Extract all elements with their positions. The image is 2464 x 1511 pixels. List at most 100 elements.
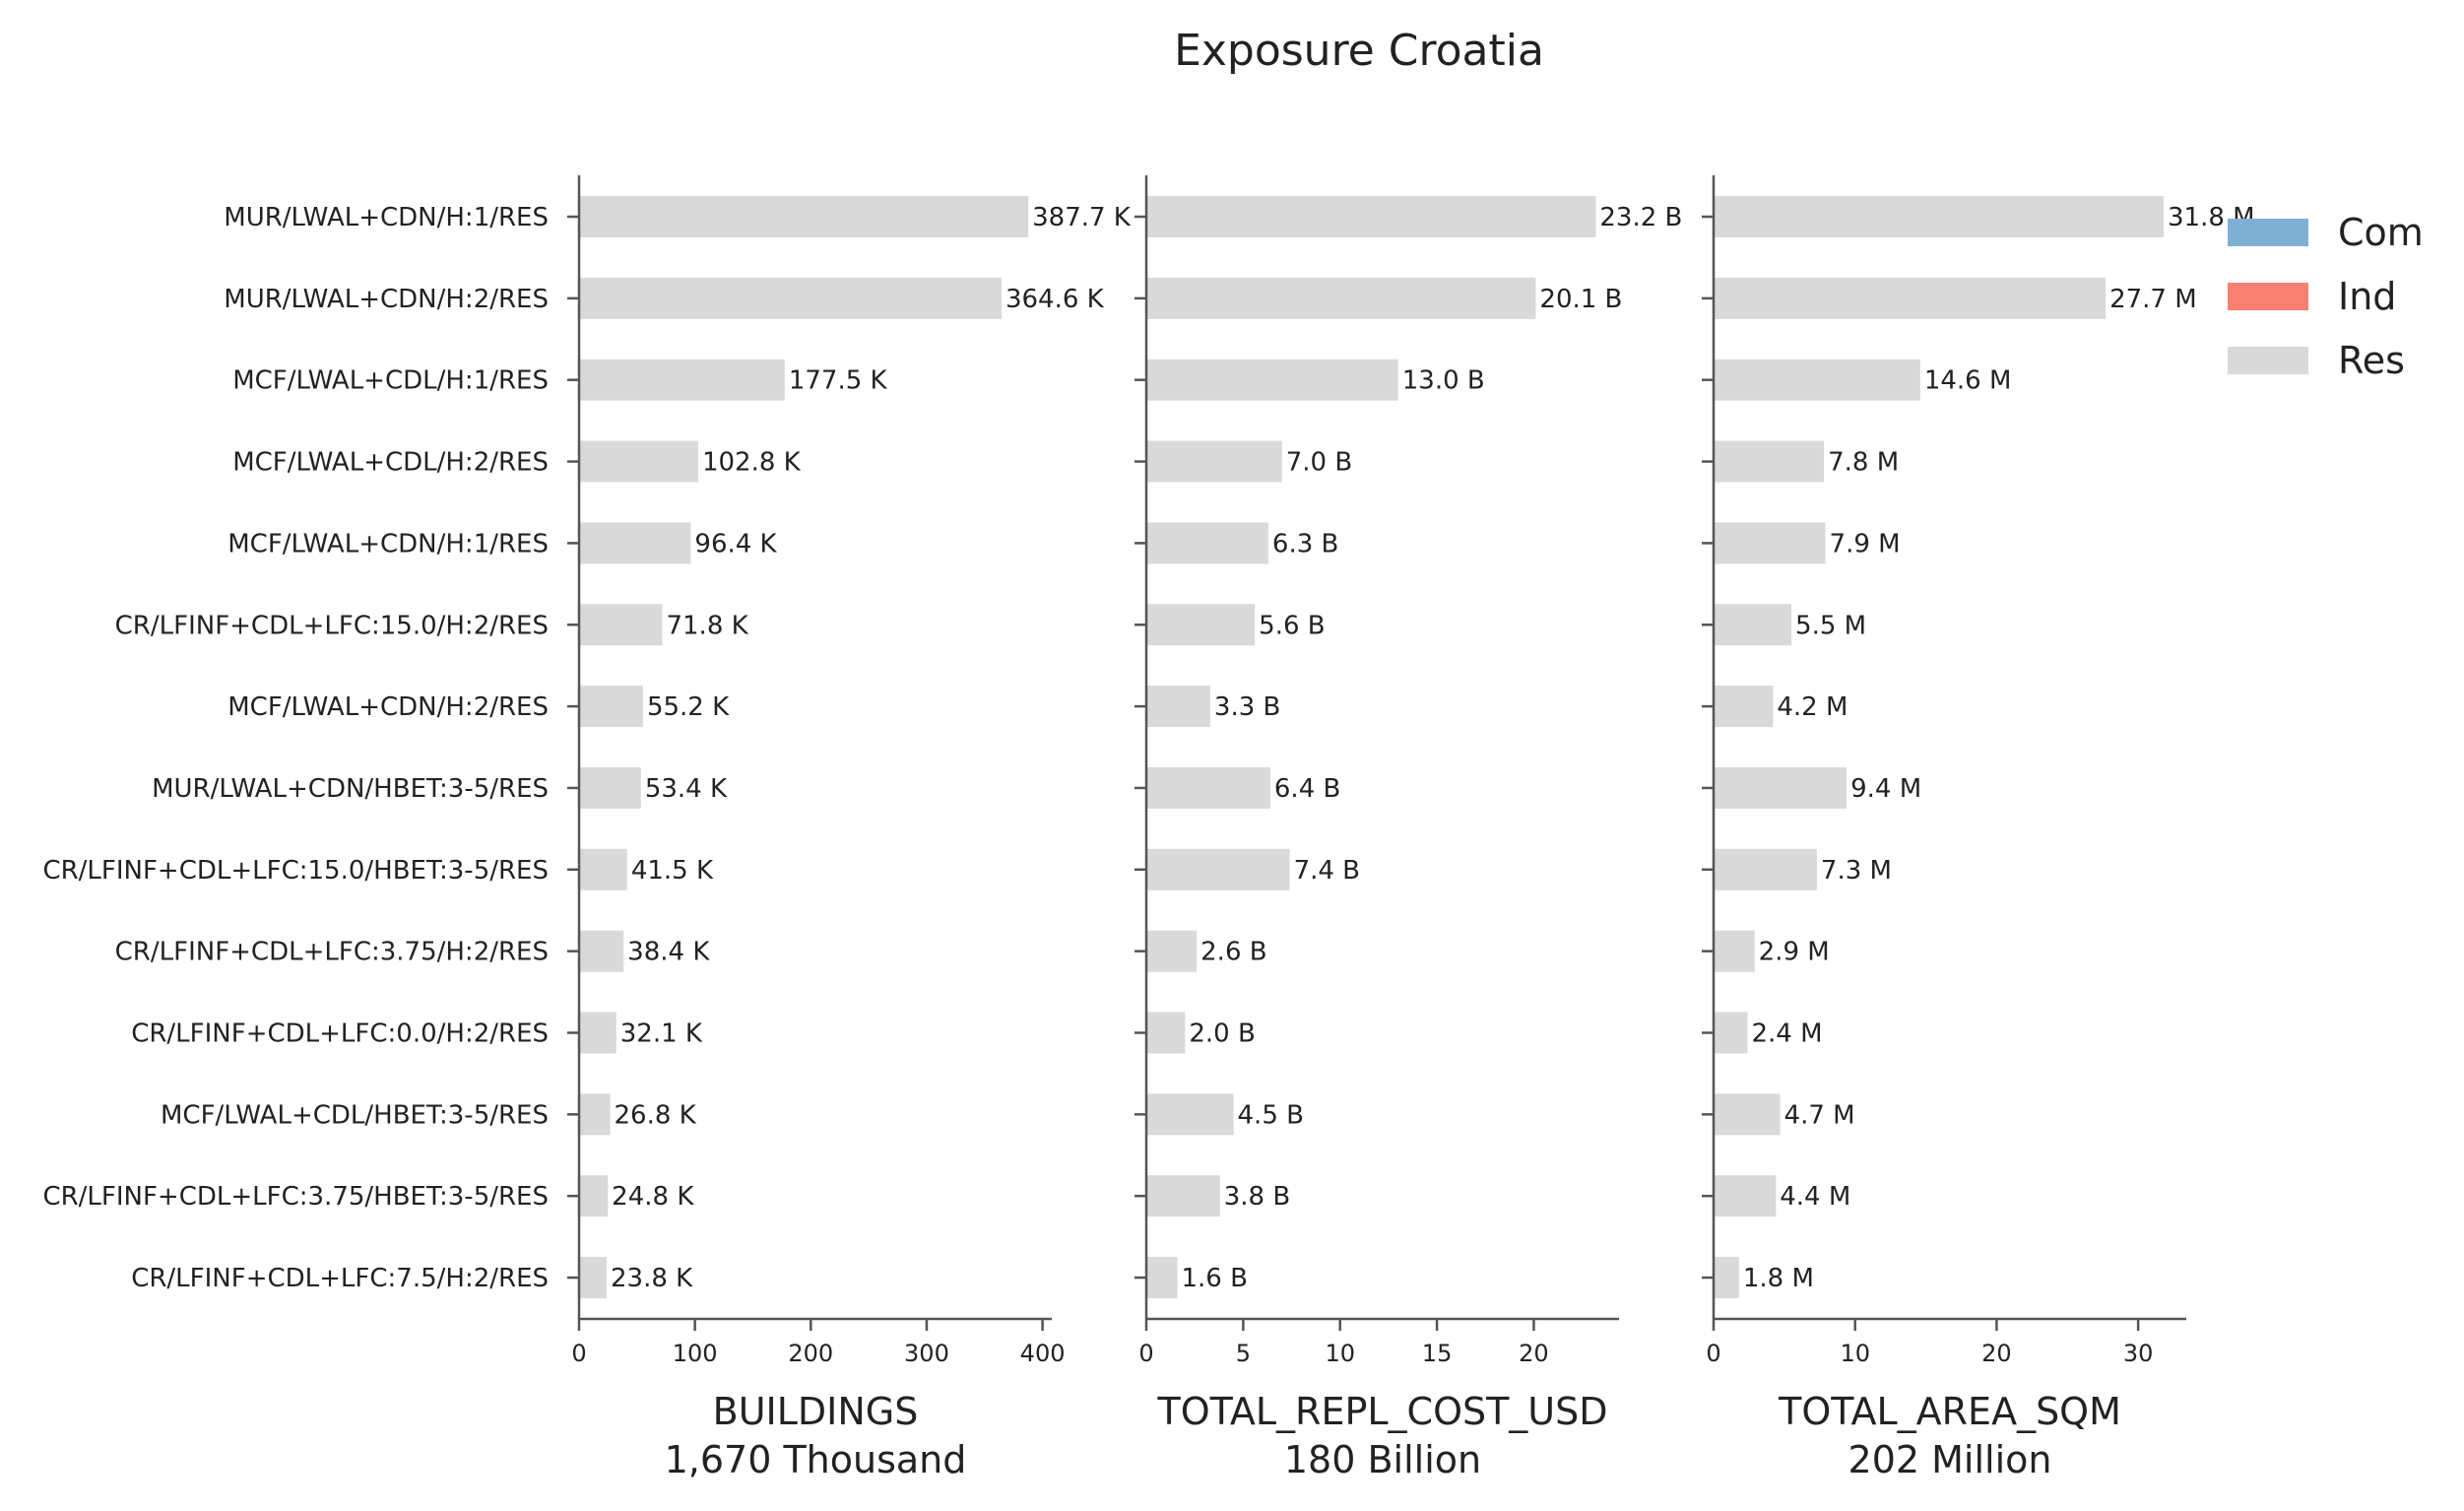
bar — [1146, 1257, 1178, 1299]
x-tick-label: 20 — [1519, 1340, 1549, 1367]
data-label: 5.5 M — [1795, 611, 1866, 640]
bar — [1146, 1012, 1186, 1054]
bar — [1714, 522, 1826, 564]
bar — [1714, 686, 1774, 728]
bar — [1146, 766, 1270, 809]
data-label: 23.8 K — [611, 1264, 693, 1293]
bar — [1146, 196, 1596, 237]
data-label: 5.6 B — [1259, 611, 1325, 640]
x-tick-label: 10 — [1325, 1340, 1355, 1367]
bar — [1146, 522, 1268, 564]
data-label: 14.6 M — [1924, 366, 2012, 396]
bar — [1146, 1175, 1220, 1217]
data-label: 55.2 K — [647, 692, 730, 722]
bar — [579, 1012, 616, 1054]
data-label: 6.4 B — [1274, 774, 1340, 804]
category-label: MCF/LWAL+CDL/H:1/RES — [232, 366, 549, 396]
data-label: 1.6 B — [1181, 1264, 1247, 1293]
bar — [1714, 604, 1792, 646]
data-label: 364.6 K — [1005, 285, 1105, 314]
data-label: 102.8 K — [702, 448, 802, 478]
x-tick-label: 15 — [1422, 1340, 1453, 1367]
category-label: MCF/LWAL+CDN/H:2/RES — [227, 692, 549, 722]
bar — [1714, 930, 1755, 972]
data-label: 7.4 B — [1294, 856, 1360, 886]
category-label: CR/LFINF+CDL+LFC:3.75/H:2/RES — [115, 938, 549, 967]
legend-label-ind: Ind — [2338, 275, 2396, 318]
category-label: MCF/LWAL+CDL/H:2/RES — [232, 448, 549, 478]
data-label: 7.8 M — [1828, 448, 1899, 478]
bar — [579, 1175, 609, 1217]
x-tick-label: 20 — [1981, 1340, 2012, 1367]
bar — [1146, 440, 1282, 483]
data-label: 2.9 M — [1759, 938, 1830, 967]
bar — [579, 848, 627, 890]
bar — [579, 277, 1002, 319]
x-tick-label: 10 — [1840, 1340, 1870, 1367]
data-label: 3.3 B — [1214, 692, 1280, 722]
data-label: 3.8 B — [1224, 1182, 1290, 1212]
data-label: 27.7 M — [2109, 285, 2197, 314]
bar — [579, 440, 698, 483]
data-label: 4.5 B — [1238, 1100, 1304, 1130]
x-axis-subtitle: 1,670 Thousand — [665, 1438, 967, 1481]
x-tick-label: 300 — [904, 1340, 949, 1367]
data-label: 2.0 B — [1189, 1019, 1255, 1049]
panels: MUR/LWAL+CDN/H:1/RES MUR/LWAL+CDN/H:2/RES… — [42, 175, 2255, 1481]
data-label: 7.9 M — [1830, 529, 1901, 558]
x-tick-label: 30 — [2123, 1340, 2154, 1367]
data-label: 71.8 K — [666, 611, 748, 640]
legend: Com Ind Res — [2228, 211, 2424, 382]
bar — [579, 1257, 607, 1299]
x-axis-label: TOTAL_AREA_SQM — [1778, 1390, 2121, 1433]
bar — [579, 196, 1029, 237]
data-label: 20.1 B — [1539, 285, 1622, 314]
data-label: 2.4 M — [1751, 1019, 1822, 1049]
bar — [1146, 848, 1290, 890]
data-label: 7.0 B — [1286, 448, 1352, 478]
category-label: MUR/LWAL+CDN/H:2/RES — [224, 285, 549, 314]
data-label: 7.3 M — [1821, 856, 1892, 886]
legend-swatch-ind — [2228, 283, 2308, 310]
data-label: 38.4 K — [627, 938, 710, 967]
bar — [1714, 848, 1817, 890]
bar — [1714, 277, 2107, 319]
bar — [1714, 1257, 1739, 1299]
category-label: MCF/LWAL+CDN/H:1/RES — [227, 529, 549, 558]
category-label: CR/LFINF+CDL+LFC:15.0/HBET:3-5/RES — [42, 856, 549, 886]
data-label: 23.2 B — [1599, 203, 1682, 232]
bar — [1146, 277, 1536, 319]
bar — [1714, 1012, 1748, 1054]
x-tick-label: 0 — [1138, 1340, 1153, 1367]
x-axis-subtitle: 202 Million — [1848, 1438, 2052, 1481]
bar — [579, 686, 643, 728]
x-tick-label: 400 — [1020, 1340, 1066, 1367]
panel-3: 31.8 M27.7 M14.6 M7.8 M7.9 M5.5 M4.2 M9.… — [1702, 175, 2255, 1481]
bar — [579, 930, 624, 972]
x-tick-label: 200 — [788, 1340, 833, 1367]
category-label: CR/LFINF+CDL+LFC:0.0/H:2/RES — [131, 1019, 549, 1049]
bar — [1714, 196, 2165, 237]
bar — [1714, 766, 1848, 809]
x-axis-subtitle: 180 Billion — [1284, 1438, 1481, 1481]
bar — [1146, 930, 1198, 972]
data-label: 177.5 K — [789, 366, 888, 396]
legend-swatch-res — [2228, 347, 2308, 374]
category-label: MCF/LWAL+CDL/HBET:3-5/RES — [161, 1100, 549, 1130]
bar — [1714, 359, 1920, 401]
data-label: 4.2 M — [1777, 692, 1848, 722]
data-label: 2.6 B — [1200, 938, 1266, 967]
data-label: 387.7 K — [1032, 203, 1132, 232]
x-tick-label: 100 — [673, 1340, 718, 1367]
data-label: 24.8 K — [612, 1182, 694, 1212]
legend-label-res: Res — [2338, 339, 2405, 382]
x-tick-label: 5 — [1236, 1340, 1251, 1367]
data-label: 6.3 B — [1272, 529, 1338, 558]
panel-2: 23.2 B 20.1 B 13.0 B 7.0 B 6.3 B 5.6 B 3.3 B 6.… — [1135, 175, 1682, 1481]
panel-1: 387.7 K 364.6 K 177.5 K 102.8 K 96.4 K 71.8 K… — [567, 175, 1132, 1481]
x-tick-label: 0 — [571, 1340, 586, 1367]
data-label: 41.5 K — [631, 856, 714, 886]
bar — [579, 522, 691, 564]
chart-title: Exposure Croatia — [1174, 26, 1544, 76]
data-label: 32.1 K — [620, 1019, 703, 1049]
